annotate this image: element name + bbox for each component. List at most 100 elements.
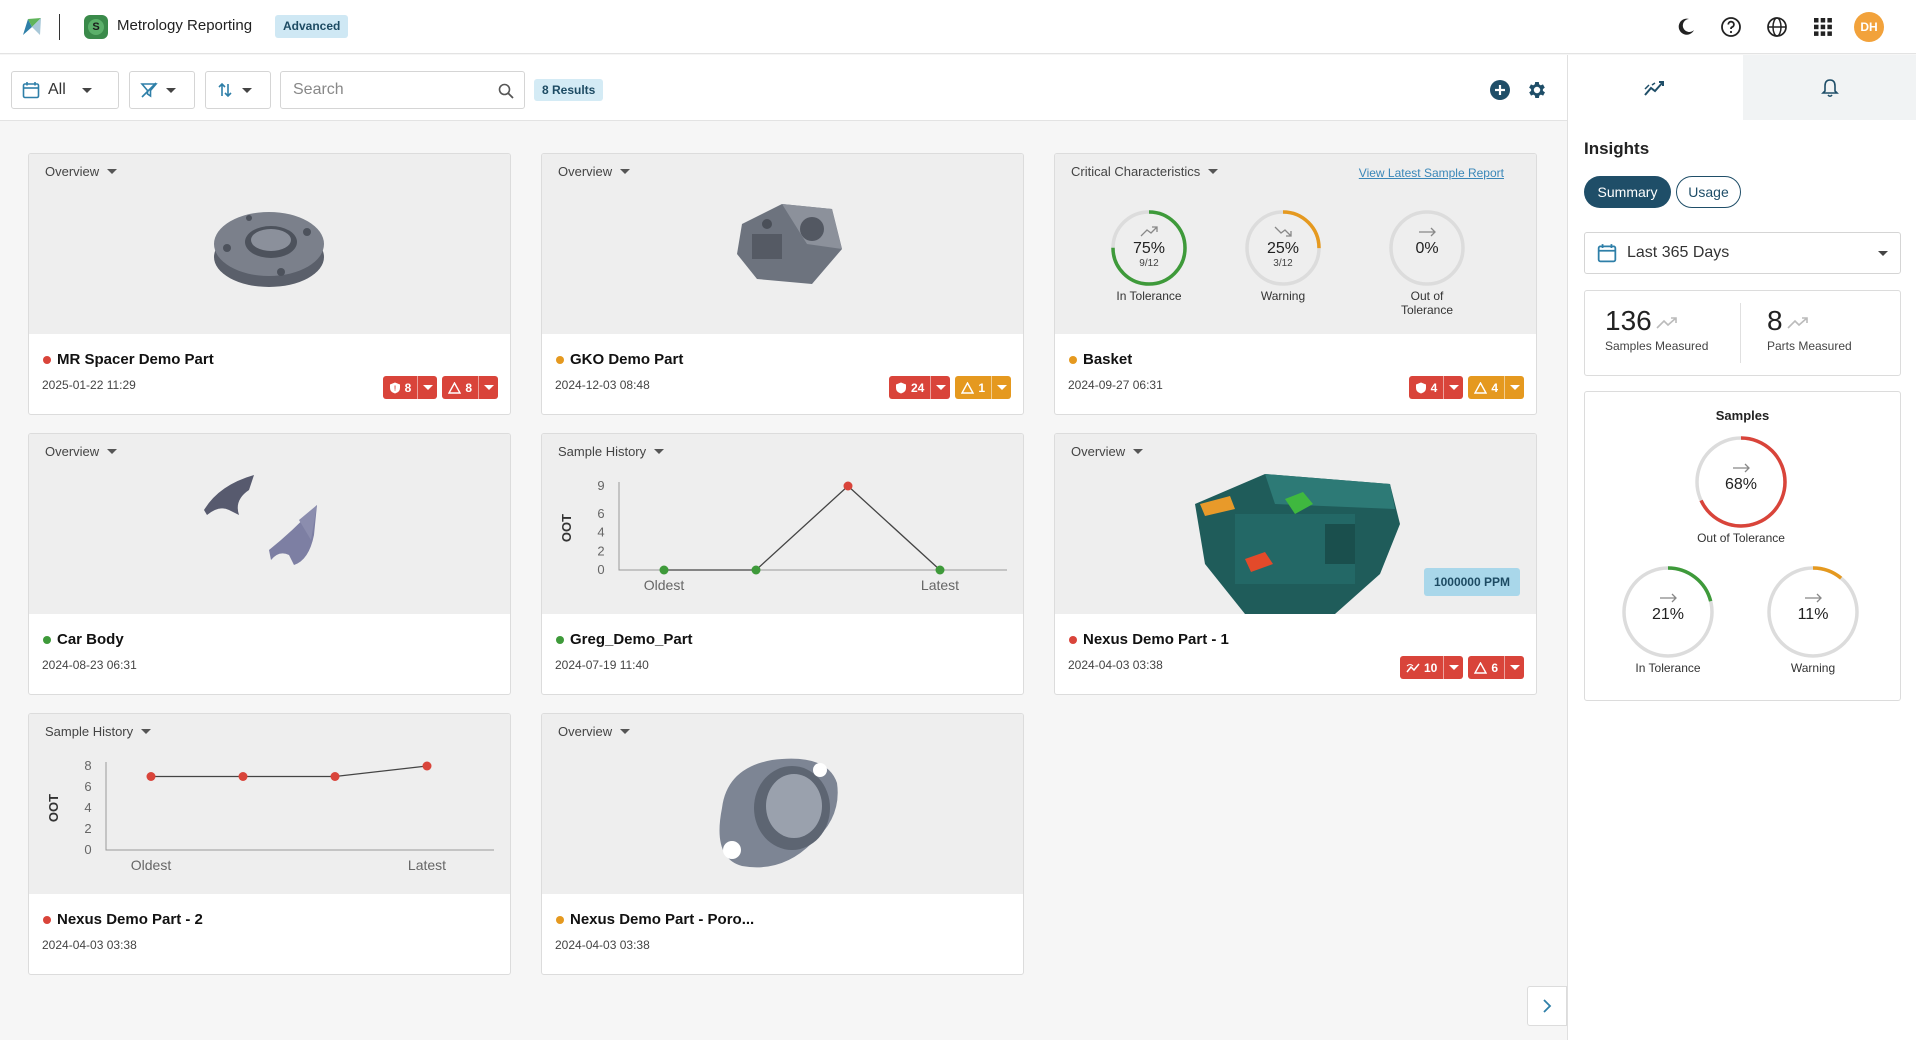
part-card[interactable]: Sample History 0 2 4 6 9 OOT Oldest Latest Greg…	[541, 433, 1024, 695]
status-dot	[556, 355, 564, 364]
next-page-button[interactable]	[1527, 986, 1567, 1026]
chart-axis	[105, 762, 494, 851]
view-latest-sample-report-link[interactable]: View Latest Sample Report	[1358, 166, 1504, 180]
insights-chart-icon	[1644, 80, 1664, 96]
tab-usage[interactable]: Usage	[1676, 176, 1741, 208]
part-name[interactable]: Greg_Demo_Part	[556, 631, 693, 648]
gauge-value: 0%	[1415, 240, 1438, 257]
search-input[interactable]	[281, 72, 481, 108]
part-name[interactable]: Car Body	[43, 631, 124, 648]
part-preview: Overview	[542, 154, 1023, 334]
apps-grid-icon[interactable]	[1810, 14, 1836, 40]
tab-insights[interactable]	[1568, 55, 1742, 120]
part-3d-model-image	[214, 212, 324, 287]
part-date: 2025-01-22 11:29	[42, 378, 136, 392]
filter-off-icon	[140, 82, 158, 98]
gauge-arc	[1767, 566, 1859, 658]
sample-history-panel: Sample History 0 2 4 6 9 OOT Oldest Latest	[542, 434, 1023, 614]
date-range-dropdown[interactable]: Last 365 Days	[1584, 232, 1901, 274]
part-name[interactable]: GKO Demo Part	[556, 351, 683, 368]
data-point	[238, 772, 248, 781]
user-avatar[interactable]: DH	[1854, 12, 1884, 42]
samples-title: Samples	[1715, 408, 1770, 423]
top-bar: S Metrology Reporting Advanced DH	[0, 0, 1916, 54]
part-name[interactable]: Basket	[1069, 351, 1132, 368]
app-logo[interactable]	[20, 15, 44, 39]
parts-measured-value: 8	[1767, 305, 1783, 336]
part-3d-model-image	[204, 475, 317, 565]
warning-icon	[1474, 381, 1488, 394]
shield-icon: !	[389, 382, 400, 393]
part-card[interactable]: Overview Car Body 2024-08-23 06:31	[28, 433, 511, 695]
view-selector[interactable]: Overview	[558, 724, 631, 739]
part-card[interactable]: Overview GKO Demo Part 2024-12-03 08:48 …	[541, 153, 1024, 415]
oot-badge[interactable]: 24	[888, 376, 951, 399]
x-tick-label: Oldest	[644, 577, 685, 593]
part-card[interactable]: Overview Nexus Demo Part - Poro... 2024-…	[541, 713, 1024, 975]
percent-gauge: 68% Out of Tolerance	[1693, 434, 1789, 545]
part-card[interactable]: Critical Characteristics View Latest Sam…	[1054, 153, 1537, 415]
settings-gear-icon[interactable]	[1526, 79, 1548, 101]
part-card[interactable]: Overview 1000000 PPM Nexus Demo Part - 1…	[1054, 433, 1537, 695]
view-selector[interactable]: Critical Characteristics	[1071, 164, 1219, 179]
date-filter-dropdown[interactable]: All	[11, 71, 119, 109]
view-selector[interactable]: Sample History	[558, 444, 665, 459]
part-name[interactable]: Nexus Demo Part - Poro...	[556, 911, 754, 928]
ppm-badge: 1000000 PPM	[1423, 568, 1520, 596]
globe-icon[interactable]	[1764, 14, 1790, 40]
app-title: Metrology Reporting	[117, 17, 253, 34]
view-selector[interactable]: Overview	[45, 444, 118, 459]
data-point	[935, 565, 945, 575]
gauge-label: Out of Tolerance	[1697, 531, 1785, 545]
samples-measured-label: Samples Measured	[1605, 339, 1709, 353]
date-range-value: Last 365 Days	[1627, 244, 1730, 261]
gauge-label: In Tolerance	[1635, 661, 1701, 675]
percent-gauge: 75% 9/12 In Tolerance	[1109, 208, 1189, 303]
parts-grid: Overview MR Spacer Demo Part 2025-01-22 …	[0, 121, 1567, 1040]
view-selector[interactable]: Overview	[558, 164, 631, 179]
measurement-stats: 136 Samples Measured 8 Parts Measured	[1584, 290, 1901, 376]
y-axis-label: OOT	[46, 794, 61, 822]
status-dot	[43, 635, 51, 644]
filter-dropdown[interactable]	[129, 71, 195, 109]
chart-axis	[618, 482, 1007, 571]
oot-badge[interactable]: 4	[1408, 376, 1464, 399]
part-name[interactable]: Nexus Demo Part - 2	[43, 911, 203, 928]
trend-badge[interactable]: 10	[1399, 656, 1464, 679]
part-card[interactable]: Sample History 0 2 4 6 8 OOT Oldest Latest Nexu…	[28, 713, 511, 975]
divider	[59, 14, 60, 40]
sort-dropdown[interactable]	[205, 71, 271, 109]
warning-badge[interactable]: 4	[1468, 376, 1524, 399]
part-name[interactable]: MR Spacer Demo Part	[43, 351, 214, 368]
dark-mode-icon[interactable]	[1673, 14, 1699, 40]
gauge-label: In Tolerance	[1116, 289, 1182, 303]
part-preview: Overview 1000000 PPM	[1055, 434, 1536, 614]
warning-badge[interactable]: 1	[955, 376, 1011, 399]
shield-icon	[1415, 382, 1426, 393]
chevron-down-icon	[81, 87, 92, 93]
search-icon[interactable]	[498, 83, 514, 99]
oot-badge[interactable]: ! 8	[382, 376, 438, 399]
add-icon[interactable]	[1489, 79, 1511, 101]
gauge-arc	[1245, 210, 1321, 286]
warning-badge[interactable]: 8	[442, 376, 498, 399]
view-selector[interactable]: Overview	[1071, 444, 1144, 459]
app-icon: S	[84, 15, 108, 39]
part-card[interactable]: Overview MR Spacer Demo Part 2025-01-22 …	[28, 153, 511, 415]
calendar-icon	[1597, 244, 1617, 263]
divider	[1740, 303, 1741, 363]
help-icon[interactable]	[1718, 14, 1744, 40]
gauge-arc	[1695, 436, 1787, 528]
status-dot	[556, 635, 564, 644]
part-preview: Overview	[29, 434, 510, 614]
warning-badge[interactable]: 6	[1468, 656, 1524, 679]
view-selector[interactable]: Overview	[45, 164, 118, 179]
tab-summary[interactable]: Summary	[1584, 176, 1671, 208]
part-name[interactable]: Nexus Demo Part - 1	[1069, 631, 1229, 648]
y-tick-label: 2	[597, 543, 604, 558]
tab-notifications[interactable]	[1743, 55, 1916, 120]
gauge-fraction: 9/12	[1139, 258, 1159, 269]
x-tick-label: Oldest	[131, 857, 172, 873]
trend-arrow-icon	[1419, 227, 1436, 237]
view-selector[interactable]: Sample History	[45, 724, 152, 739]
